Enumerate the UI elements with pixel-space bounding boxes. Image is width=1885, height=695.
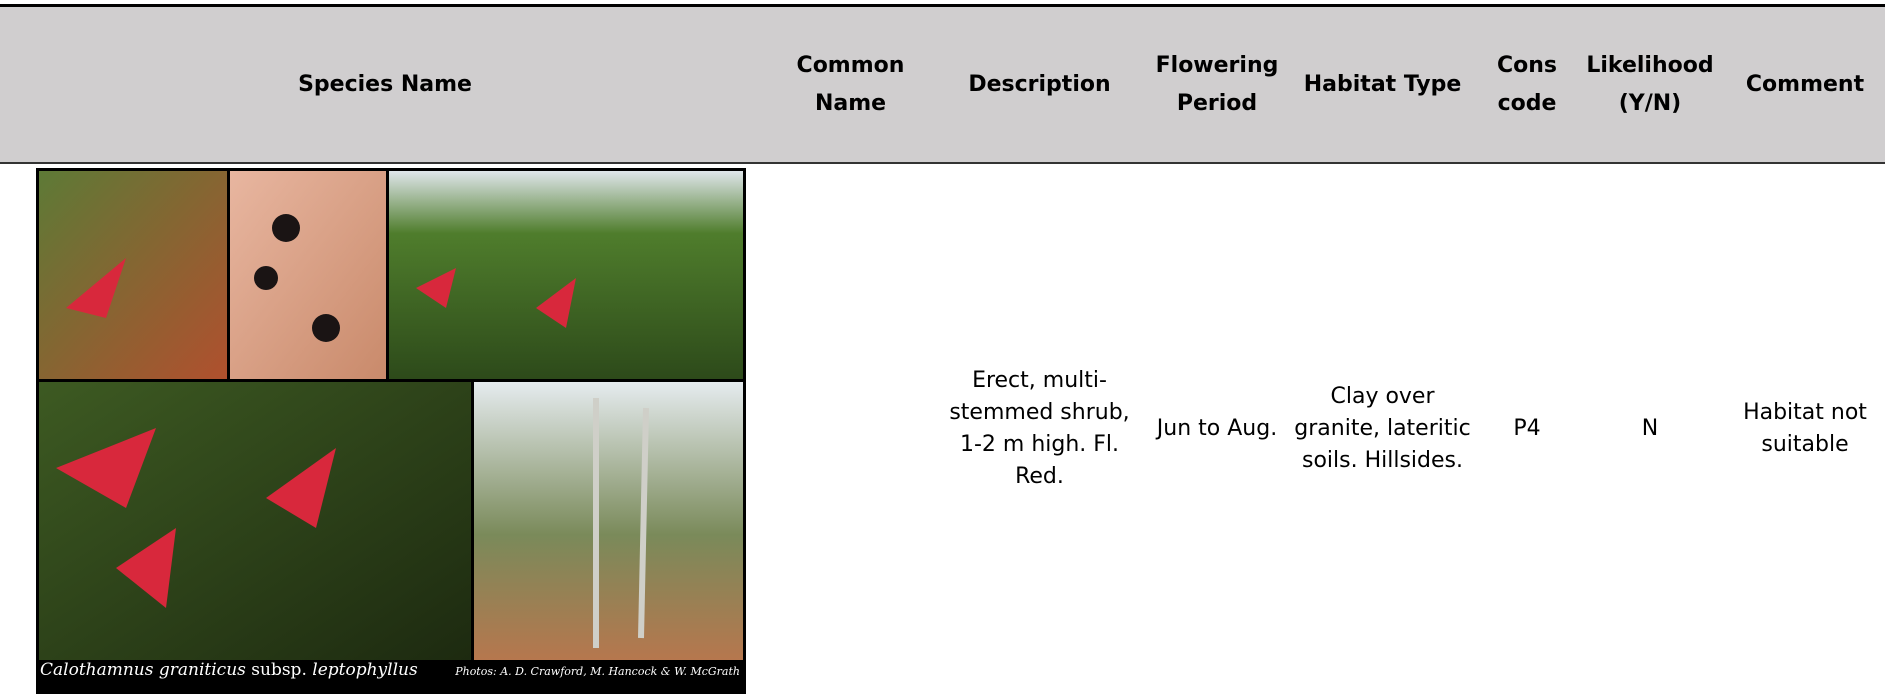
header-cell: Cons code bbox=[1479, 7, 1575, 164]
common-name-cell bbox=[770, 163, 931, 694]
header-cell: Habitat Type bbox=[1286, 7, 1479, 164]
description-cell: Erect, multi-stemmed shrub, 1-2 m high. … bbox=[949, 368, 1130, 489]
species-caption: Calothamnus graniticus subsp. leptophyll… bbox=[40, 654, 418, 686]
flowering-cell: Jun to Aug. bbox=[1156, 416, 1278, 441]
species-photo: Calothamnus graniticus subsp. leptophyll… bbox=[36, 168, 746, 694]
infraspecific: leptophyllus bbox=[312, 660, 418, 680]
fruit-marks bbox=[254, 214, 340, 342]
header-cell: Common Name bbox=[770, 7, 931, 164]
photo-caption: Calothamnus graniticus subsp. leptophyll… bbox=[40, 654, 740, 688]
header-row: Species Name Common Name Description Flo… bbox=[0, 7, 1885, 164]
photo-panel bbox=[230, 171, 386, 379]
photo-panel bbox=[39, 382, 471, 660]
photo-panel bbox=[474, 382, 743, 660]
cons-code-cell: P4 bbox=[1513, 416, 1541, 441]
comment-cell: Habitat not suitable bbox=[1743, 400, 1867, 457]
photo-collage bbox=[39, 171, 743, 660]
photo-cell: Calothamnus graniticus subsp. leptophyll… bbox=[0, 163, 770, 694]
species-table: Species Name Common Name Description Flo… bbox=[0, 7, 1885, 694]
flower-marks bbox=[56, 258, 576, 608]
top-rule bbox=[0, 4, 1885, 7]
header-cell: Flowering Period bbox=[1148, 7, 1286, 164]
species-row: Calothamnus graniticus subsp. leptophyll… bbox=[0, 163, 1885, 694]
likelihood-cell: N bbox=[1641, 416, 1659, 441]
header-cell: Comment bbox=[1725, 7, 1885, 164]
header-cell: Likelihood (Y/N) bbox=[1575, 7, 1725, 164]
photo-panel bbox=[39, 171, 227, 379]
trunk-marks bbox=[593, 398, 649, 648]
genus-species: Calothamnus graniticus bbox=[40, 660, 246, 680]
habitat-cell: Clay over granite, lateritic soils. Hill… bbox=[1294, 384, 1471, 473]
photo-credit: Photos: A. D. Crawford, M. Hancock & W. … bbox=[455, 665, 740, 678]
header-cell: Description bbox=[931, 7, 1148, 164]
header-cell: Species Name bbox=[0, 7, 770, 164]
rank: subsp. bbox=[251, 660, 307, 680]
